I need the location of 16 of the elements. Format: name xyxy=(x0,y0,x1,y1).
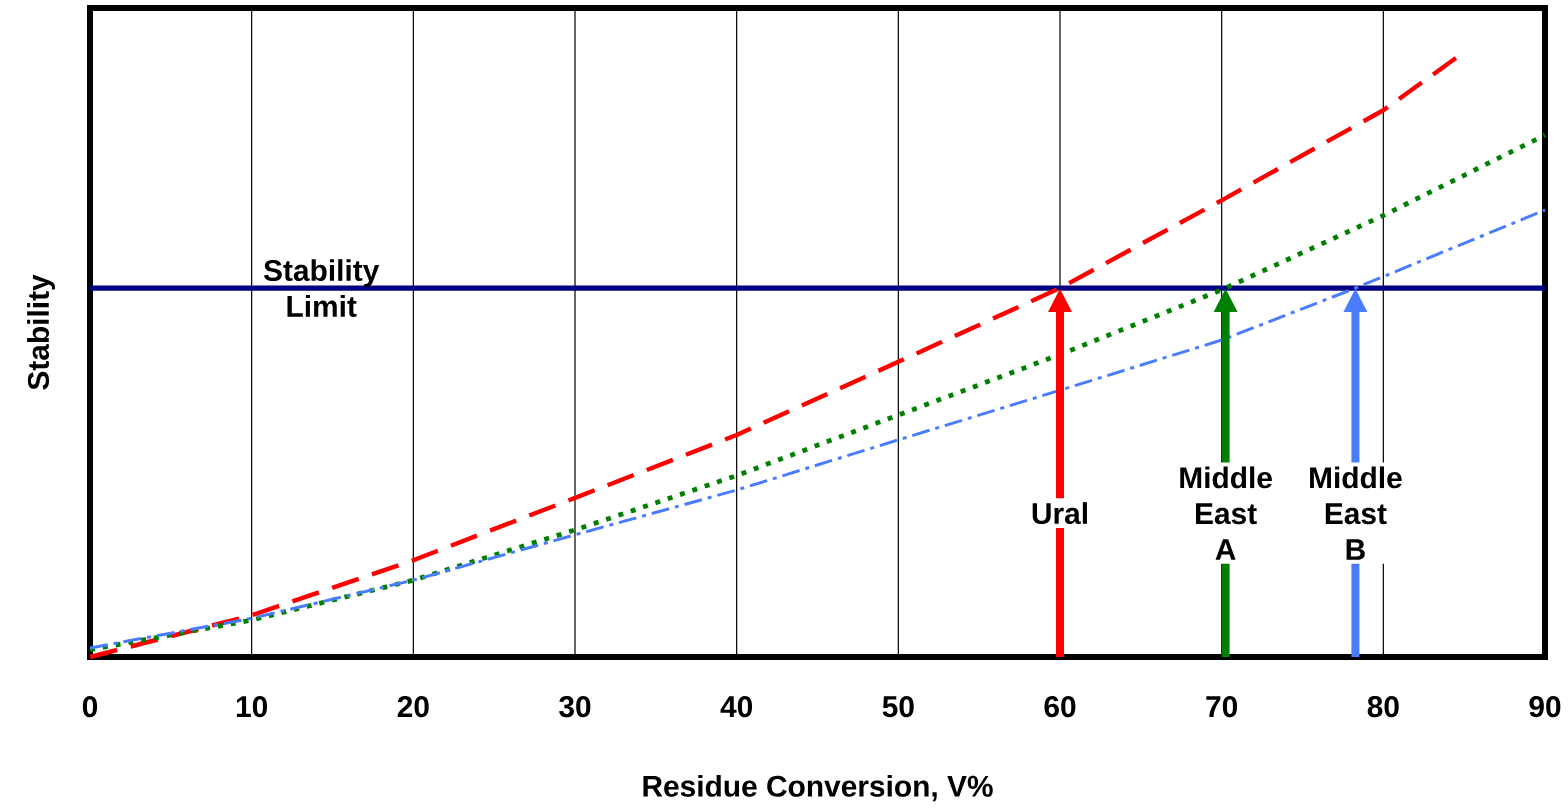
x-tick-label: 70 xyxy=(1206,696,1238,718)
y-axis-title: Stability xyxy=(27,274,55,390)
annotation: Middle East A xyxy=(1180,466,1272,560)
x-tick-label: 80 xyxy=(1367,696,1399,718)
x-tick-label: 0 xyxy=(82,696,98,718)
x-tick-label: 50 xyxy=(882,696,914,718)
x-tick-label: 60 xyxy=(1044,696,1076,718)
x-tick-label: 20 xyxy=(397,696,429,718)
annotation: Middle East B xyxy=(1310,466,1402,560)
x-tick-label: 90 xyxy=(1529,696,1561,718)
x-axis-title: Residue Conversion, V% xyxy=(643,774,993,802)
x-tick-label: 30 xyxy=(559,696,591,718)
x-tick-label: 40 xyxy=(720,696,753,718)
ref-line-label: Stability Limit xyxy=(263,259,380,317)
annotation: Ural xyxy=(1032,502,1087,525)
x-tick-label: 10 xyxy=(236,696,268,718)
